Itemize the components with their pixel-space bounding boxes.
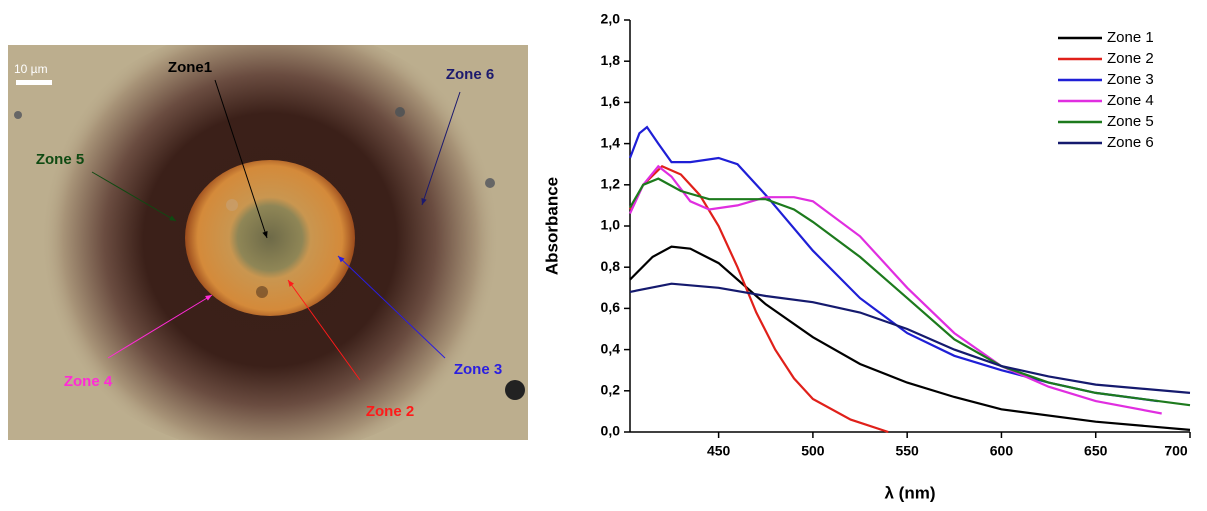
y-tick-label: 1,0 [601, 217, 621, 233]
x-tick-label: 650 [1084, 443, 1108, 459]
arrow [91, 171, 177, 222]
arrow-head [169, 215, 176, 221]
arrow-head [205, 295, 212, 301]
x-tick-label: 450 [707, 443, 731, 459]
arrow [421, 91, 461, 206]
arrow-head [421, 198, 427, 205]
x-tick-label: 700 [1164, 443, 1188, 459]
x-axis-label: λ (nm) [885, 483, 936, 502]
scale-bar [16, 80, 52, 85]
y-tick-label: 1,8 [601, 52, 621, 68]
legend-label: Zone 4 [1107, 92, 1154, 109]
arrow [287, 279, 361, 381]
micrograph [8, 45, 528, 440]
series-line [628, 125, 1159, 403]
y-tick-label: 0,8 [601, 258, 621, 274]
legend-label: Zone 2 [1107, 50, 1154, 67]
series-line [629, 177, 1191, 407]
arrow-head [288, 280, 294, 287]
zone-label: Zone1 [168, 59, 212, 76]
series-line [629, 245, 1191, 431]
y-tick-label: 0,2 [601, 382, 621, 398]
series-line [629, 164, 889, 434]
zone-label: Zone 5 [36, 151, 84, 168]
legend-label: Zone 1 [1107, 29, 1154, 46]
arrow [107, 294, 213, 359]
zone-label: Zone 2 [366, 403, 414, 420]
series-line [629, 164, 1162, 415]
x-tick-label: 550 [895, 443, 919, 459]
y-axis-label: Absorbance [542, 177, 561, 275]
y-tick-label: 1,2 [601, 176, 621, 192]
zone-label: Zone 4 [64, 373, 113, 390]
arrow [337, 255, 446, 359]
legend-label: Zone 5 [1107, 113, 1154, 130]
zone-label: Zone 6 [446, 66, 494, 83]
zone-label: Zone 3 [454, 361, 502, 378]
y-tick-label: 2,0 [601, 11, 621, 27]
legend-label: Zone 6 [1107, 134, 1154, 151]
x-tick-label: 600 [990, 443, 1014, 459]
y-tick-label: 1,6 [601, 93, 621, 109]
y-tick-label: 0,0 [601, 423, 621, 439]
y-tick-label: 1,4 [601, 134, 621, 150]
scale-bar-label: 10 µm [14, 62, 48, 76]
y-tick-label: 0,6 [601, 299, 621, 315]
arrow [214, 79, 268, 239]
arrow-head [338, 256, 345, 263]
x-tick-label: 500 [801, 443, 825, 459]
arrow-head [262, 231, 268, 238]
legend-label: Zone 3 [1107, 71, 1154, 88]
y-tick-label: 0,4 [601, 340, 621, 356]
series-line [629, 282, 1191, 394]
